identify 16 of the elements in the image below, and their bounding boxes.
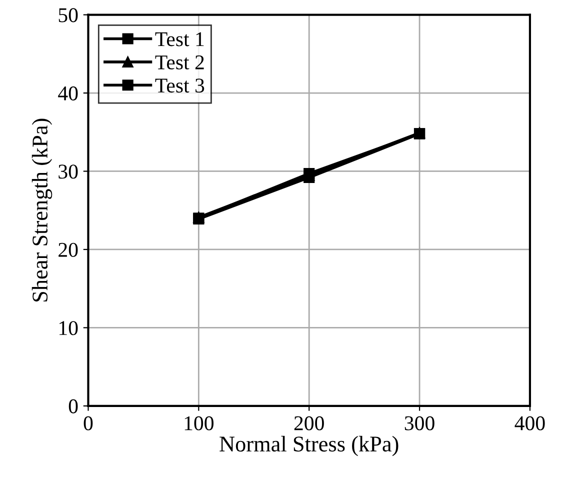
- legend-label: Test 3: [155, 78, 204, 93]
- y-tick-label: 20: [58, 242, 78, 257]
- y-tick-label: 50: [58, 8, 78, 22]
- y-axis-title: Shear Strength (kPa): [32, 118, 52, 302]
- x-tick-label: 200: [294, 416, 324, 430]
- y-tick-label: 30: [58, 164, 78, 179]
- x-axis-title: Normal Stress (kPa): [220, 436, 398, 456]
- x-tick-label: 100: [184, 416, 214, 430]
- y-tick-label: 10: [60, 321, 78, 336]
- legend-label: Test 1: [155, 32, 204, 46]
- x-tick-label: 300: [404, 416, 434, 430]
- x-tick-label: 400: [514, 416, 545, 430]
- y-tick-label: 40: [58, 86, 78, 100]
- legend-label: Test 2: [155, 55, 204, 70]
- y-tick-label: 0: [68, 399, 78, 414]
- x-tick-label: 0: [84, 416, 93, 430]
